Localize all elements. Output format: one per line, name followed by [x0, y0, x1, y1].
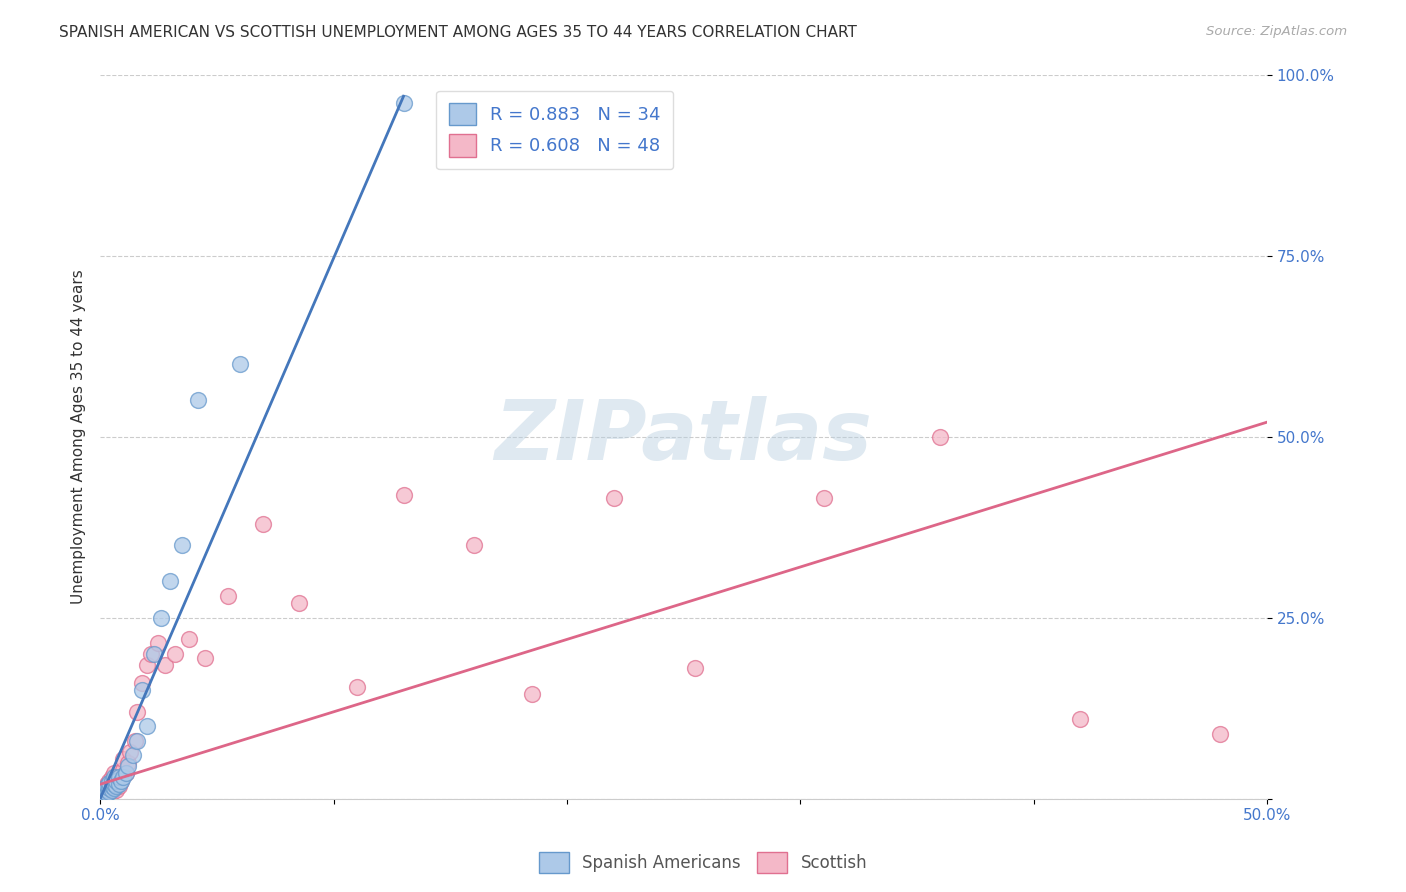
Point	[96, 786, 118, 800]
Point	[98, 780, 121, 795]
Point	[98, 776, 121, 790]
Point	[127, 734, 149, 748]
Point	[107, 779, 129, 793]
Point	[103, 776, 125, 790]
Point	[94, 780, 117, 795]
Point	[91, 788, 114, 802]
Point	[124, 734, 146, 748]
Point	[229, 357, 252, 371]
Point	[107, 777, 129, 791]
Point	[141, 647, 163, 661]
Point	[155, 657, 177, 672]
Point	[159, 574, 181, 589]
Point	[105, 779, 128, 793]
Point	[101, 773, 124, 788]
Point	[107, 770, 129, 784]
Point	[114, 766, 136, 780]
Point	[392, 96, 415, 111]
Point	[813, 491, 835, 506]
Point	[683, 661, 706, 675]
Point	[929, 430, 952, 444]
Point	[135, 719, 157, 733]
Point	[98, 773, 121, 788]
Point	[94, 786, 117, 800]
Text: Source: ZipAtlas.com: Source: ZipAtlas.com	[1206, 25, 1347, 38]
Point	[135, 657, 157, 672]
Point	[96, 783, 118, 797]
Point	[94, 780, 117, 795]
Point	[194, 650, 217, 665]
Point	[163, 647, 186, 661]
Point	[107, 770, 129, 784]
Point	[149, 610, 172, 624]
Point	[98, 780, 121, 795]
Point	[187, 393, 209, 408]
Legend: R = 0.883   N = 34, R = 0.608   N = 48: R = 0.883 N = 34, R = 0.608 N = 48	[436, 91, 673, 169]
Point	[117, 756, 139, 770]
Point	[114, 766, 136, 780]
Point	[127, 705, 149, 719]
Point	[112, 752, 135, 766]
Point	[1069, 712, 1091, 726]
Point	[101, 783, 124, 797]
Point	[117, 759, 139, 773]
Point	[131, 683, 153, 698]
Text: SPANISH AMERICAN VS SCOTTISH UNEMPLOYMENT AMONG AGES 35 TO 44 YEARS CORRELATION : SPANISH AMERICAN VS SCOTTISH UNEMPLOYMEN…	[59, 25, 856, 40]
Point	[1209, 726, 1232, 740]
Point	[110, 773, 132, 788]
Point	[103, 777, 125, 791]
Point	[463, 538, 485, 552]
Point	[105, 773, 128, 788]
Point	[98, 784, 121, 798]
Point	[131, 676, 153, 690]
Legend: Spanish Americans, Scottish: Spanish Americans, Scottish	[531, 846, 875, 880]
Point	[101, 779, 124, 793]
Point	[103, 770, 125, 784]
Point	[218, 589, 240, 603]
Point	[110, 773, 132, 788]
Point	[103, 780, 125, 795]
Point	[121, 748, 143, 763]
Point	[103, 780, 125, 795]
Point	[101, 784, 124, 798]
Point	[112, 770, 135, 784]
Y-axis label: Unemployment Among Ages 35 to 44 years: Unemployment Among Ages 35 to 44 years	[72, 269, 86, 604]
Point	[105, 773, 128, 788]
Point	[177, 632, 200, 647]
Point	[103, 766, 125, 780]
Point	[148, 636, 170, 650]
Point	[94, 784, 117, 798]
Text: ZIPatlas: ZIPatlas	[495, 396, 873, 477]
Point	[96, 783, 118, 797]
Point	[346, 680, 368, 694]
Point	[142, 647, 165, 661]
Point	[96, 788, 118, 802]
Point	[96, 779, 118, 793]
Point	[120, 745, 142, 759]
Point	[602, 491, 624, 506]
Point	[101, 779, 124, 793]
Point	[520, 687, 543, 701]
Point	[392, 487, 415, 501]
Point	[105, 783, 128, 797]
Point	[252, 516, 274, 531]
Point	[287, 596, 309, 610]
Point	[170, 538, 193, 552]
Point	[96, 777, 118, 791]
Point	[98, 786, 121, 800]
Point	[112, 763, 135, 777]
Point	[101, 770, 124, 784]
Point	[91, 784, 114, 798]
